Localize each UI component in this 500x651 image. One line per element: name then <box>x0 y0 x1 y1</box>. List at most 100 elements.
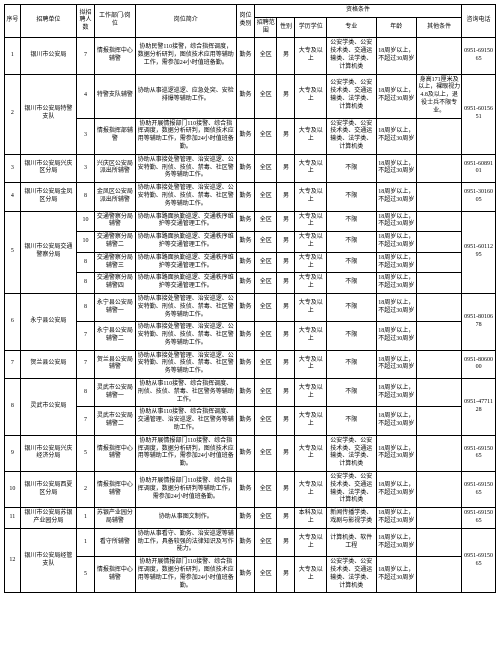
cell-major: 不限 <box>327 350 377 378</box>
cell-desc: 协助从事路面执勤巡逻、交通秩序维护等交通管理工作。 <box>135 252 236 273</box>
cell-dept: 灵武市公安局辅警一 <box>95 379 136 407</box>
cell-desc: 协助从事110接警、综合指挥调度、交通管理、治安巡逻、社区警务等辅助工作。 <box>135 407 236 435</box>
cell-sex: 男 <box>277 407 295 435</box>
cell-range: 全区 <box>254 379 277 407</box>
table-row: 1银川市公安局7情报指挥中心辅警协助民警110接警，综合指挥调度，数据分析研判，… <box>5 38 496 74</box>
cell-num: 4 <box>77 74 95 118</box>
table-row: 8交通警察分局辅警四协助从事路面执勤巡逻、交通秩序维护等交通管理工作。勤务全区男… <box>5 273 496 294</box>
cell-desc: 协助从事110接警、综合指挥调度、刑侦、技侦、禁毒、社区警务等辅助工作。 <box>135 379 236 407</box>
table-row: 3情报指挥部辅警协助开展情报部门110接警、综合指挥调度，数据分析研判，图侦技术… <box>5 118 496 154</box>
cell-phone: 0951-8010678 <box>462 293 496 350</box>
cell-edu: 大专及以上 <box>295 273 327 294</box>
cell-num: 8 <box>77 252 95 273</box>
cell-sex: 男 <box>277 472 295 508</box>
col-range: 招聘范围 <box>254 17 277 38</box>
cell-other <box>417 508 462 529</box>
cell-dept: 情报指挥中心辅警 <box>95 435 136 471</box>
cell-major: 计算机类、软件工程 <box>327 528 377 556</box>
cell-num: 1 <box>77 508 95 529</box>
cell-other <box>417 557 462 593</box>
cell-cat: 勤务 <box>236 211 254 232</box>
cell-dept: 交通警察分局辅警三 <box>95 252 136 273</box>
cell-num: 7 <box>77 407 95 435</box>
cell-dept: 金凤区公安局派出所辅警 <box>95 183 136 211</box>
table-row: 2银川市公安局特警支队4特警支队辅警协助从事巡逻巡逻、应急处突、安检排爆等辅助工… <box>5 74 496 118</box>
cell-desc: 协助开展情报部门110接警、综合指挥调度，数据分析研判等辅助工作，需参加24小时… <box>135 472 236 508</box>
cell-age: 18周岁以上，不超过30周岁 <box>376 252 417 273</box>
cell-other <box>417 350 462 378</box>
cell-sex: 男 <box>277 273 295 294</box>
cell-num: 5 <box>77 557 95 593</box>
cell-cat: 勤务 <box>236 435 254 471</box>
cell-major: 公安学类、公安技术类、交通运输类、法学类、计算机类 <box>327 472 377 508</box>
cell-num: 3 <box>77 118 95 154</box>
cell-num: 8 <box>77 273 95 294</box>
table-row: 7灵武市公安局辅警二协助从事110接警、综合指挥调度、交通管理、治安巡逻、社区警… <box>5 407 496 435</box>
cell-age: 18周岁以上，不超过30周岁 <box>376 322 417 350</box>
cell-age: 18周岁以上，不超过30周岁 <box>376 118 417 154</box>
cell-unit: 银川市公安局特警支队 <box>20 74 76 154</box>
cell-seq: 12 <box>5 528 21 593</box>
cell-phone: 0951-6915065 <box>462 435 496 471</box>
cell-num: 3 <box>77 154 95 182</box>
cell-range: 全区 <box>254 211 277 232</box>
cell-cat: 勤务 <box>236 273 254 294</box>
cell-range: 全区 <box>254 252 277 273</box>
cell-dept: 永宁县公安局辅警二 <box>95 322 136 350</box>
cell-phone: 0951-8060000 <box>462 350 496 378</box>
cell-dept: 交通警察分局辅警二 <box>95 232 136 253</box>
cell-edu: 大专及以上 <box>295 252 327 273</box>
cell-seq: 9 <box>5 435 21 471</box>
cell-edu: 大专及以上 <box>295 154 327 182</box>
cell-desc: 协助民警110接警，综合指挥调度，数据分析研判，图侦技术应用等辅助工作，需参加2… <box>135 38 236 74</box>
cell-cat: 勤务 <box>236 508 254 529</box>
cell-phone: 0951-6915065 <box>462 472 496 508</box>
cell-range: 全区 <box>254 322 277 350</box>
cell-age: 18周岁以上，不超过30周岁 <box>376 38 417 74</box>
cell-sex: 男 <box>277 435 295 471</box>
cell-edu: 大专及以上 <box>295 118 327 154</box>
cell-seq: 6 <box>5 293 21 350</box>
cell-dept: 交通警察分局辅警四 <box>95 273 136 294</box>
cell-major: 不限 <box>327 252 377 273</box>
cell-other <box>417 293 462 321</box>
cell-other <box>417 379 462 407</box>
cell-edu: 大专及以上 <box>295 74 327 118</box>
cell-seq: 5 <box>5 211 21 293</box>
table-header: 序号 招聘单位 拟招聘人数 工作部门/岗位 岗位简介 岗位类别 资格条件 咨询电… <box>5 5 496 38</box>
cell-cat: 勤务 <box>236 74 254 118</box>
cell-range: 全区 <box>254 293 277 321</box>
cell-sex: 男 <box>277 350 295 378</box>
cell-major: 公安学类、公安技术类、交通运输类、法学类、计算机类 <box>327 435 377 471</box>
cell-range: 全区 <box>254 407 277 435</box>
cell-major: 公安学类、公安技术类、交通运输类、法学类、计算机类 <box>327 38 377 74</box>
cell-seq: 2 <box>5 74 21 154</box>
col-unit: 招聘单位 <box>20 5 76 38</box>
cell-desc: 协助从事接处警管理、治安巡逻、公安特勤、刑侦、技侦、禁毒、社区警务等辅助工作。 <box>135 322 236 350</box>
recruitment-table: 序号 招聘单位 拟招聘人数 工作部门/岗位 岗位简介 岗位类别 资格条件 咨询电… <box>4 4 496 593</box>
cell-phone: 0951-4771128 <box>462 379 496 436</box>
cell-seq: 3 <box>5 154 21 182</box>
cell-seq: 4 <box>5 183 21 211</box>
cell-major: 新闻传播学类、戏剧与影视学类 <box>327 508 377 529</box>
cell-sex: 男 <box>277 379 295 407</box>
cell-cat: 勤务 <box>236 322 254 350</box>
cell-desc: 协助从事图文制作。 <box>135 508 236 529</box>
cell-other <box>417 435 462 471</box>
cell-cat: 勤务 <box>236 232 254 253</box>
cell-other <box>417 38 462 74</box>
cell-age: 18周岁以上，不超过30周岁 <box>376 557 417 593</box>
cell-other <box>417 472 462 508</box>
col-seq: 序号 <box>5 5 21 38</box>
cell-dept: 情报指挥中心辅警 <box>95 557 136 593</box>
cell-sex: 男 <box>277 211 295 232</box>
cell-other: 身高171厘米及以上，裸眼视力4.8及以上，退役士兵不限专业。 <box>417 74 462 118</box>
table-row: 5情报指挥中心辅警协助开展情报部门110接警、综合指挥调度，数据分析研判，图侦技… <box>5 557 496 593</box>
cell-cat: 勤务 <box>236 350 254 378</box>
cell-seq: 1 <box>5 38 21 74</box>
cell-major: 公安学类、公安技术类、交通运输类、法学类、计算机类 <box>327 118 377 154</box>
table-row: 12银川市公安局经管支队1看守所辅警协助从事看守、勤务、治安巡逻等辅助工作，具备… <box>5 528 496 556</box>
cell-age: 18周岁以上，不超过30周岁 <box>376 211 417 232</box>
cell-edu: 大专及以上 <box>295 232 327 253</box>
cell-dept: 情报指挥中心辅警 <box>95 472 136 508</box>
